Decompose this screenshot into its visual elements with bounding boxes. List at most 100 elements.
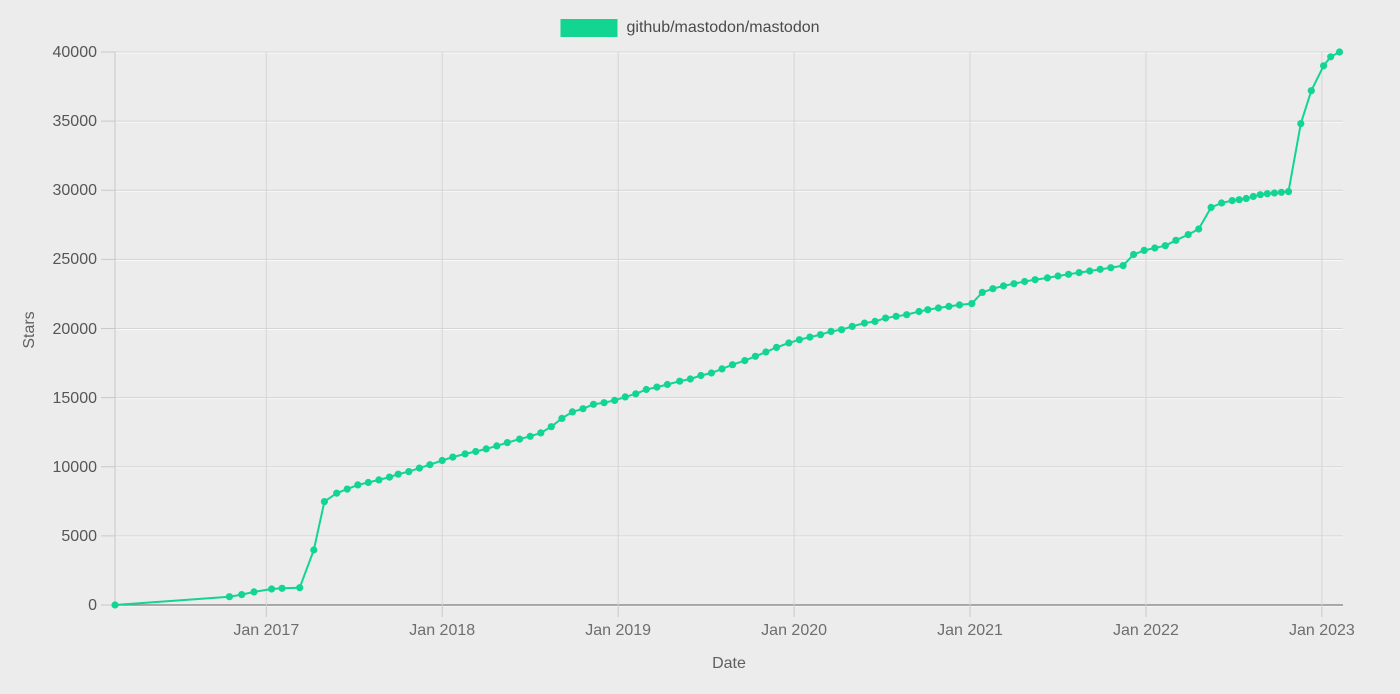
data-point-marker[interactable]	[1256, 191, 1264, 199]
data-point-marker[interactable]	[1119, 262, 1127, 270]
data-point-marker[interactable]	[1327, 53, 1335, 61]
data-point-marker[interactable]	[827, 327, 835, 335]
data-point-marker[interactable]	[762, 348, 770, 356]
data-point-marker[interactable]	[438, 456, 446, 465]
data-point-marker[interactable]	[364, 478, 372, 487]
data-point-marker[interactable]	[250, 588, 258, 596]
data-point-marker[interactable]	[892, 312, 900, 320]
data-point-marker[interactable]	[968, 300, 976, 308]
data-point-marker[interactable]	[111, 601, 119, 609]
data-point-marker[interactable]	[838, 326, 846, 334]
data-point-marker[interactable]	[621, 393, 629, 401]
data-point-marker[interactable]	[999, 282, 1008, 290]
data-point-marker[interactable]	[1064, 270, 1073, 278]
data-point-marker[interactable]	[772, 343, 781, 351]
data-point-marker[interactable]	[871, 317, 879, 325]
data-point-marker[interactable]	[405, 468, 413, 476]
data-point-marker[interactable]	[751, 352, 760, 360]
data-point-marker[interactable]	[806, 333, 814, 341]
data-point-marker[interactable]	[632, 390, 640, 398]
data-point-marker[interactable]	[848, 322, 856, 330]
data-point-marker[interactable]	[816, 331, 825, 339]
data-point-marker[interactable]	[1277, 188, 1285, 196]
data-point-marker[interactable]	[611, 396, 619, 404]
data-point-marker[interactable]	[795, 336, 804, 344]
data-point-marker[interactable]	[1207, 203, 1215, 211]
data-point-marker[interactable]	[1307, 87, 1315, 95]
data-point-marker[interactable]	[449, 453, 457, 461]
data-point-marker[interactable]	[1184, 231, 1192, 239]
data-point-marker[interactable]	[238, 591, 246, 599]
data-point-marker[interactable]	[1320, 62, 1328, 70]
data-point-marker[interactable]	[426, 461, 434, 469]
data-point-marker[interactable]	[697, 371, 705, 380]
data-point-marker[interactable]	[707, 369, 716, 377]
data-point-marker[interactable]	[1086, 267, 1094, 275]
data-point-marker[interactable]	[1021, 277, 1029, 286]
data-point-marker[interactable]	[1140, 246, 1148, 254]
data-point-marker[interactable]	[493, 442, 501, 450]
data-point-marker[interactable]	[1263, 190, 1271, 198]
data-point-marker[interactable]	[915, 307, 923, 316]
data-point-marker[interactable]	[785, 339, 793, 347]
data-point-marker[interactable]	[1335, 48, 1344, 56]
data-point-marker[interactable]	[516, 435, 524, 443]
data-point-marker[interactable]	[333, 489, 341, 497]
data-point-marker[interactable]	[1284, 188, 1293, 196]
data-point-marker[interactable]	[503, 439, 511, 447]
data-point-marker[interactable]	[526, 432, 534, 440]
data-point-marker[interactable]	[579, 405, 587, 413]
data-point-marker[interactable]	[225, 593, 233, 601]
data-point-marker[interactable]	[394, 470, 402, 478]
data-point-marker[interactable]	[1195, 225, 1203, 233]
data-point-marker[interactable]	[728, 361, 737, 369]
data-point-marker[interactable]	[1054, 272, 1062, 280]
data-point-marker[interactable]	[472, 447, 480, 456]
data-point-marker[interactable]	[1031, 276, 1039, 284]
data-point-marker[interactable]	[568, 408, 577, 416]
data-point-marker[interactable]	[354, 481, 362, 489]
data-point-marker[interactable]	[955, 301, 964, 309]
data-point-marker[interactable]	[989, 285, 997, 293]
data-point-marker[interactable]	[547, 423, 555, 431]
legend-item[interactable]: github/mastodon/mastodon	[560, 19, 820, 37]
data-point-marker[interactable]	[461, 450, 469, 458]
data-point-marker[interactable]	[1130, 250, 1138, 259]
data-point-marker[interactable]	[1107, 264, 1115, 272]
data-point-marker[interactable]	[310, 546, 318, 554]
data-point-marker[interactable]	[718, 365, 726, 373]
data-point-marker[interactable]	[558, 414, 566, 422]
data-point-marker[interactable]	[1096, 265, 1104, 273]
data-point-marker[interactable]	[268, 585, 276, 593]
data-point-marker[interactable]	[385, 473, 394, 481]
data-point-marker[interactable]	[1043, 274, 1051, 282]
data-point-marker[interactable]	[686, 375, 694, 383]
data-point-marker[interactable]	[1161, 242, 1169, 250]
data-point-marker[interactable]	[1172, 236, 1180, 244]
data-point-marker[interactable]	[482, 445, 490, 453]
data-point-marker[interactable]	[343, 485, 351, 493]
data-point-marker[interactable]	[882, 314, 890, 322]
data-point-marker[interactable]	[1218, 199, 1226, 207]
data-point-marker[interactable]	[1235, 196, 1243, 204]
data-point-marker[interactable]	[278, 584, 286, 592]
data-point-marker[interactable]	[676, 377, 684, 385]
data-point-marker[interactable]	[860, 319, 869, 327]
data-point-marker[interactable]	[296, 584, 304, 592]
data-point-marker[interactable]	[1075, 269, 1083, 277]
data-point-marker[interactable]	[320, 498, 328, 506]
data-point-marker[interactable]	[1151, 244, 1159, 252]
data-point-marker[interactable]	[600, 399, 608, 407]
data-point-marker[interactable]	[653, 383, 661, 391]
data-point-marker[interactable]	[1297, 120, 1305, 128]
data-point-marker[interactable]	[537, 429, 545, 437]
data-point-marker[interactable]	[945, 302, 953, 310]
data-point-marker[interactable]	[903, 311, 911, 319]
data-point-marker[interactable]	[1010, 280, 1018, 288]
data-point-marker[interactable]	[642, 385, 650, 394]
data-point-marker[interactable]	[589, 400, 598, 408]
data-point-marker[interactable]	[934, 304, 943, 312]
data-point-marker[interactable]	[741, 357, 749, 365]
data-point-marker[interactable]	[375, 476, 383, 484]
